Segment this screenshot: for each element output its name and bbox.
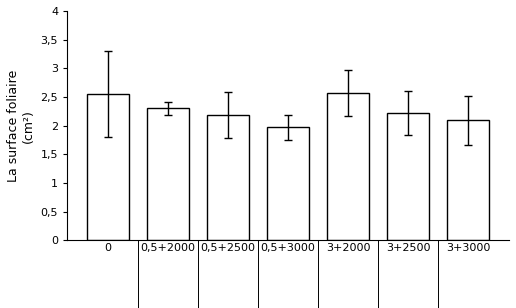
Bar (147, 108, 189, 240)
Bar (87, 94, 129, 240)
Bar (387, 113, 429, 240)
Bar (447, 120, 489, 240)
Bar (207, 115, 249, 240)
Bar (267, 127, 309, 240)
Y-axis label: La surface foliaire
(cm²): La surface foliaire (cm²) (7, 70, 35, 182)
Bar (327, 93, 369, 240)
